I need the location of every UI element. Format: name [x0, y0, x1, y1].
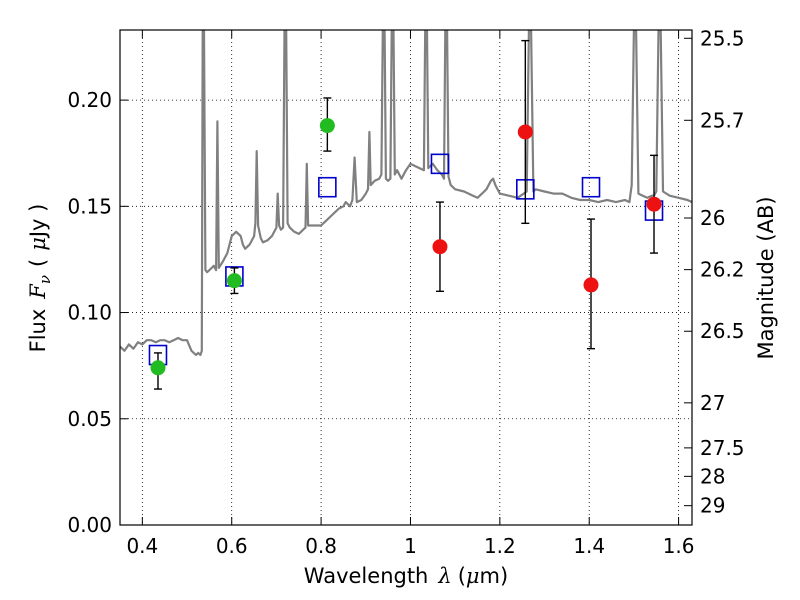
y-axis-label: FluxFν(μJy ) — [26, 204, 54, 353]
green-point — [150, 360, 166, 376]
x-tick-label: 0.8 — [305, 534, 337, 558]
model-box — [430, 153, 450, 175]
right-tick-label: 27 — [700, 391, 725, 415]
x-axis-label: Wavelength λ (μm) — [304, 564, 508, 588]
model-box — [318, 176, 337, 198]
model-photometry-boxes — [148, 153, 664, 366]
right-tick-label: 26.2 — [700, 258, 745, 282]
model-spectrum-line — [120, 30, 692, 357]
x-tick-label: 1.4 — [573, 534, 605, 558]
x-axis-ticks: 0.4 0.6 0.8 1 1.2 1.4 1.6 — [126, 30, 695, 558]
y-axis-ticks: 0.00 0.05 0.10 0.15 0.20 — [67, 88, 128, 537]
model-box — [581, 176, 601, 198]
right-axis-ticks: 25.5 25.7 26 26.2 26.5 27 27.5 28 29 — [684, 26, 745, 518]
green-point — [319, 118, 335, 134]
right-tick-label: 29 — [700, 494, 725, 518]
right-tick-label: 26 — [700, 206, 725, 230]
gridlines — [120, 30, 692, 526]
y-tick-label: 0.20 — [67, 88, 112, 112]
right-axis-label: Magnitude (AB) — [754, 196, 778, 359]
red-point — [517, 124, 533, 140]
right-tick-label: 28 — [700, 464, 725, 488]
y-tick-label: 0.05 — [67, 407, 112, 431]
green-point — [226, 273, 242, 289]
right-tick-label: 26.5 — [700, 319, 745, 343]
x-tick-label: 0.6 — [216, 534, 248, 558]
y-tick-label: 0.00 — [67, 513, 112, 537]
plot-frame — [119, 29, 693, 526]
red-point — [646, 196, 662, 212]
y-tick-label: 0.10 — [67, 301, 112, 325]
red-point — [583, 277, 599, 293]
x-tick-label: 1 — [404, 534, 417, 558]
error-bars — [153, 39, 659, 390]
right-tick-label: 25.7 — [700, 108, 745, 132]
red-point — [432, 239, 448, 255]
x-tick-label: 0.4 — [126, 534, 158, 558]
right-tick-label: 25.5 — [700, 26, 745, 50]
observed-points — [150, 118, 662, 376]
right-tick-label: 27.5 — [700, 436, 745, 460]
x-tick-label: 1.6 — [663, 534, 695, 558]
plot-area — [120, 30, 692, 390]
y-tick-label: 0.15 — [67, 194, 112, 218]
x-tick-label: 1.2 — [484, 534, 516, 558]
